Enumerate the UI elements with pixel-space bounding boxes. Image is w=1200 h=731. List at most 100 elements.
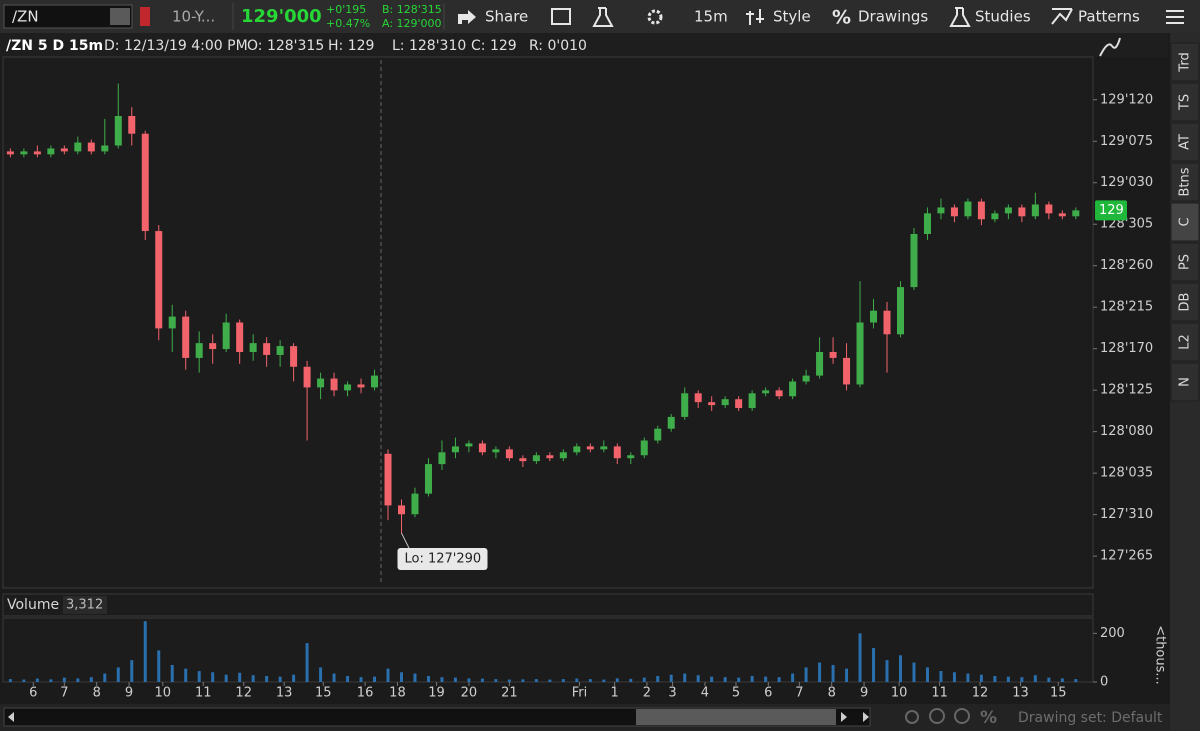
menu-icon[interactable] [1166, 10, 1184, 24]
side-tab-label[interactable]: AT [1178, 134, 1193, 150]
candle-body [613, 446, 621, 459]
volume-bar [480, 678, 484, 682]
volume-bar [8, 679, 12, 682]
volume-bar [602, 679, 606, 682]
side-tab-label[interactable]: N [1178, 377, 1193, 387]
volume-bar [359, 677, 363, 682]
candle-body [667, 416, 675, 429]
side-tab-label[interactable]: PS [1178, 254, 1193, 270]
candle-body [168, 316, 176, 329]
percent-tool[interactable]: % [980, 708, 997, 728]
scrollbar-thumb[interactable] [636, 709, 836, 725]
settings-icon[interactable] [647, 9, 663, 25]
side-tab-label[interactable]: DB [1178, 293, 1193, 312]
symbol-dropdown[interactable] [110, 8, 130, 25]
volume-bar [723, 677, 727, 682]
style-icon[interactable] [746, 9, 764, 25]
volume-bar [507, 679, 511, 682]
candle-body [155, 231, 163, 329]
side-tab-label[interactable]: Btns [1178, 167, 1193, 196]
candle-body [816, 352, 824, 376]
candle-body [1031, 204, 1039, 217]
scroll-left[interactable] [8, 712, 14, 722]
candle-body [60, 148, 68, 152]
flask-icon[interactable] [592, 7, 614, 27]
link-icon[interactable] [140, 7, 150, 26]
volume-bar [804, 667, 808, 682]
side-tab-label[interactable]: Trd [1178, 52, 1193, 72]
side-tab-label[interactable]: TS [1178, 94, 1193, 111]
snapshot-icon[interactable] [551, 8, 571, 25]
side-tab[interactable] [1170, 162, 1200, 202]
zoom-tools[interactable] [905, 708, 970, 724]
side-tab-label[interactable]: C [1178, 217, 1193, 226]
share-icon[interactable] [458, 10, 476, 24]
x-tick-label: 8 [828, 686, 836, 701]
drawings-icon[interactable]: % [832, 7, 851, 29]
candle-body [451, 446, 459, 453]
last-price-label: 129 [1099, 203, 1124, 218]
volume-bar [1074, 679, 1078, 682]
volume-bar [494, 679, 498, 682]
x-tick-label: 13 [276, 686, 293, 701]
side-tab[interactable] [1170, 362, 1200, 402]
x-tick-label: 2 [643, 686, 651, 701]
x-tick-label: 11 [931, 686, 948, 701]
y-tick-label: 127'265 [1100, 549, 1153, 564]
side-tab[interactable] [1170, 282, 1200, 322]
side-tab[interactable] [1170, 322, 1200, 362]
y-tick-label: 128'305 [1100, 217, 1153, 232]
candle-body [519, 458, 527, 462]
volume-bar [305, 643, 309, 682]
volume-bar [103, 673, 107, 682]
candle-body [317, 378, 325, 388]
autoscale-icon[interactable] [1099, 37, 1121, 57]
candle-body [775, 390, 783, 397]
volume-bar [143, 621, 147, 682]
bid: B: 128'315 [382, 3, 442, 16]
volume-bar [656, 675, 660, 682]
candle-body [883, 310, 891, 335]
studies-button[interactable]: Studies [975, 8, 1031, 26]
symbol-box[interactable] [3, 4, 133, 29]
volume-bar [575, 678, 579, 682]
y-tick-label: 128'260 [1100, 258, 1153, 273]
symbol[interactable]: /ZN [12, 8, 39, 26]
pct-change: +0.47% [326, 17, 370, 30]
patterns-icon[interactable] [1051, 8, 1073, 25]
candle-body [627, 455, 635, 459]
side-tab-label[interactable]: L2 [1178, 334, 1193, 350]
candle-body [573, 446, 581, 453]
share-button[interactable]: Share [485, 8, 528, 26]
patterns-button[interactable]: Patterns [1078, 8, 1140, 26]
candle-body [357, 384, 365, 388]
annotation-text: Lo: 127'290 [404, 552, 481, 567]
period-button[interactable]: 15m [694, 8, 728, 26]
scroll-right[interactable] [841, 712, 869, 722]
style-button[interactable]: Style [773, 8, 811, 26]
side-tab[interactable] [1170, 82, 1200, 122]
candle-body [74, 142, 82, 152]
candle-body [141, 133, 149, 232]
side-tab[interactable] [1170, 202, 1200, 242]
drawing-set[interactable]: Drawing set: Default [1018, 710, 1163, 726]
price-panel [2, 56, 1094, 589]
volume-bar [184, 668, 188, 682]
candle-body [330, 378, 338, 391]
drawings-button[interactable]: Drawings [858, 8, 928, 26]
x-tick-label: 8 [93, 686, 101, 701]
candle-body [303, 366, 311, 388]
x-tick-label: 9 [860, 686, 868, 701]
volume-bar [238, 672, 242, 682]
y-tick-label: 127'310 [1100, 507, 1153, 522]
candle-body [681, 393, 689, 417]
side-tab[interactable] [1170, 122, 1200, 162]
y-tick-label: 128'215 [1100, 300, 1153, 315]
candle-body [20, 151, 28, 155]
x-tick-label: 20 [461, 686, 478, 701]
volume-bar [89, 677, 93, 682]
x-tick-label: 7 [60, 686, 68, 701]
studies-icon[interactable] [949, 7, 971, 27]
side-tab[interactable] [1170, 42, 1200, 82]
side-tab[interactable] [1170, 242, 1200, 282]
